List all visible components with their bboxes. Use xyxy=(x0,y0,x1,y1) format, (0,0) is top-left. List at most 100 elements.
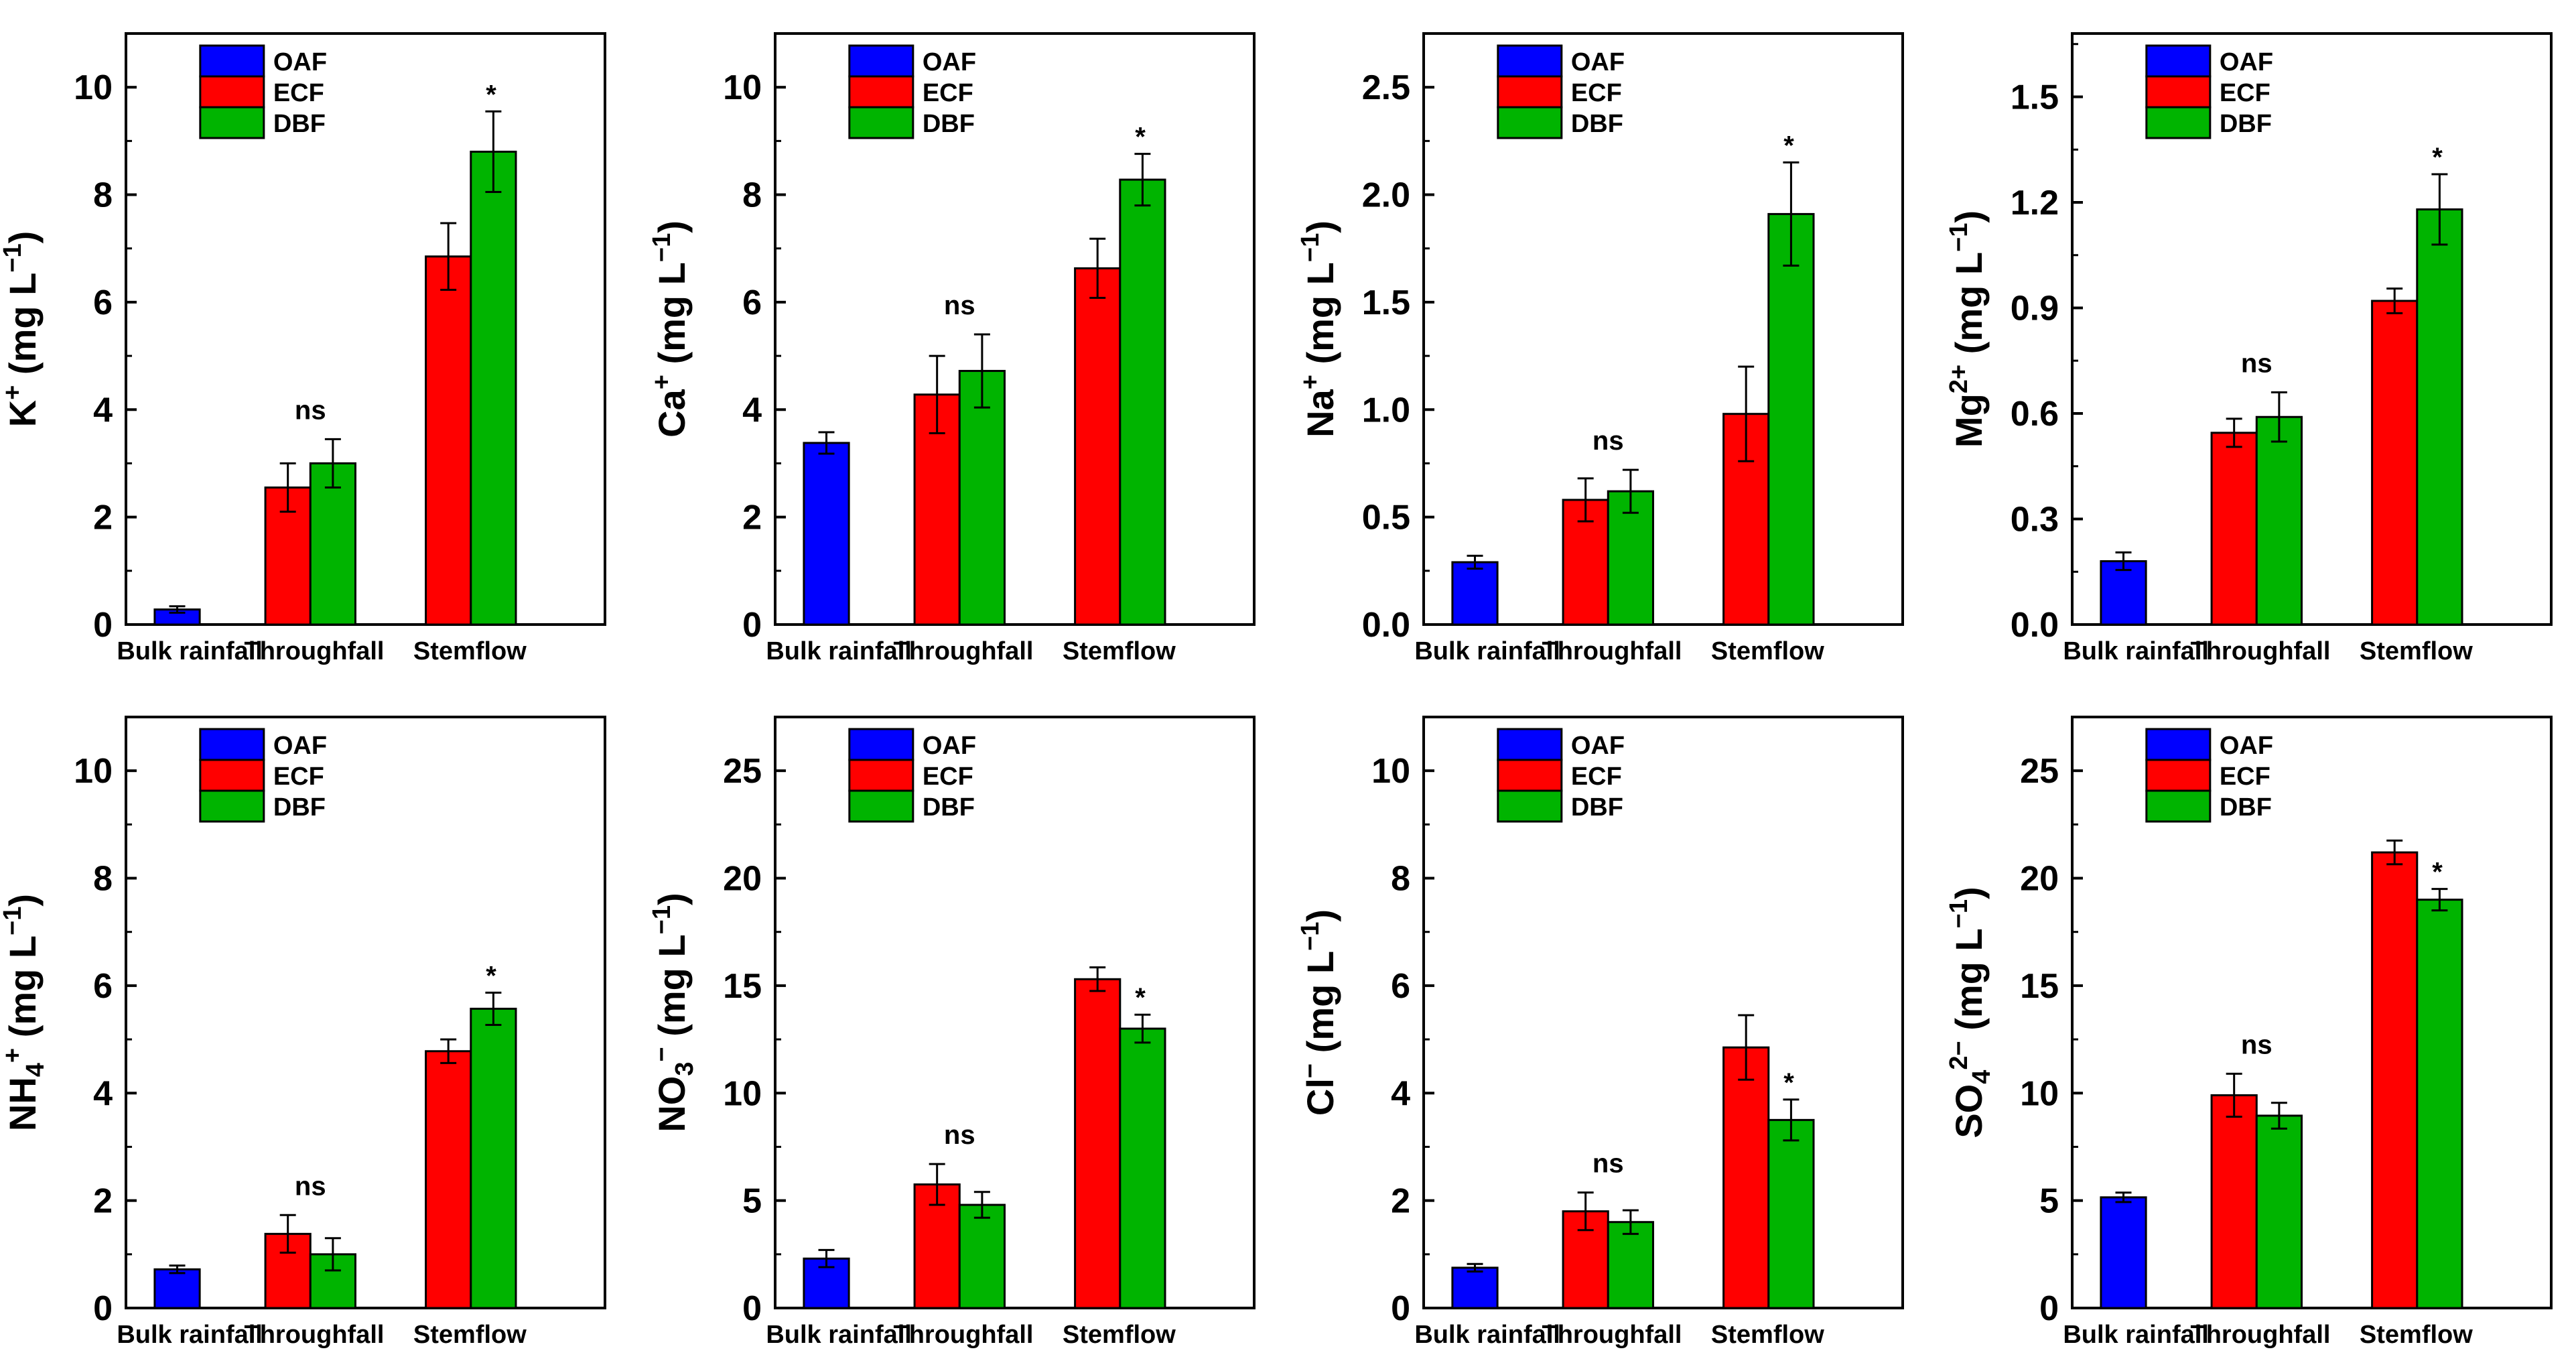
plot-frame xyxy=(1422,716,1904,1309)
y-label-charge: 2+ xyxy=(1945,365,1973,393)
significance-ns: ns xyxy=(295,1171,326,1201)
bar-oaf-0 xyxy=(2100,1196,2147,1309)
bar-ecf-1 xyxy=(2210,432,2258,626)
legend-swatch-ecf xyxy=(2145,75,2212,109)
plot-frame xyxy=(1422,32,1904,626)
y-axis-label: NO3− (mg L−1) xyxy=(648,893,699,1132)
category-label: Bulk rainfall xyxy=(117,1321,263,1349)
y-label-close: ) xyxy=(651,220,693,233)
plot-frame xyxy=(2071,716,2553,1309)
bar-dbf-1 xyxy=(958,370,1006,626)
chart-panel-cl: 0 2 4 6 8 10 Cl− (mg L−1) Bulk rainfall ns Throug… xyxy=(1296,716,1904,1349)
bar-dbf-1 xyxy=(958,1203,1006,1309)
y-tick-label: 10 xyxy=(2020,1074,2059,1113)
legend-label-dbf: DBF xyxy=(1571,793,1623,822)
legend-swatch-oaf xyxy=(848,728,914,761)
legend-label-ecf: ECF xyxy=(1571,79,1622,107)
category-label: Bulk rainfall xyxy=(2063,637,2209,665)
bar-oaf-0 xyxy=(1451,561,1499,626)
category-label: Bulk rainfall xyxy=(1414,637,1560,665)
y-label-close: ) xyxy=(651,893,693,905)
y-tick-label: 2 xyxy=(93,1182,113,1221)
y-tick-label: 1.0 xyxy=(1362,391,1410,430)
bar-dbf-2 xyxy=(470,150,517,626)
y-label-close: ) xyxy=(1,894,44,907)
legend-label-dbf: DBF xyxy=(1571,110,1623,138)
significance-ns: ns xyxy=(2241,349,2273,379)
y-tick-label: 0.0 xyxy=(2011,606,2059,645)
category-label: Bulk rainfall xyxy=(766,1321,912,1349)
y-tick-label: 0.5 xyxy=(1362,499,1410,537)
y-label-unit-exponent: −1 xyxy=(0,243,27,272)
legend-label-dbf: DBF xyxy=(923,110,975,138)
legend-swatch-oaf xyxy=(1497,44,1563,78)
legend-swatch-oaf xyxy=(848,44,914,78)
chart-panel-mg: 0.0 0.3 0.6 0.9 1.2 1.5 Mg2+ (mg L−1) Bulk rain… xyxy=(1945,32,2553,665)
legend-label-dbf: DBF xyxy=(923,793,975,822)
bar-dbf-1 xyxy=(309,1253,356,1309)
y-label-subscript: 3 xyxy=(671,1062,699,1076)
y-tick-label: 0 xyxy=(742,606,762,645)
y-label-unit-exponent: −1 xyxy=(1945,899,1973,928)
chart-panel-so4: 0 5 10 15 20 25 SO42− (mg L−1) Bulk rainfall ns T… xyxy=(1945,716,2553,1349)
significance-ns: ns xyxy=(1592,1149,1624,1179)
y-tick-label: 0 xyxy=(1391,1289,1410,1328)
category-label: Throughfall xyxy=(894,637,1034,665)
y-tick-label: 4 xyxy=(1391,1074,1410,1113)
category-label: Throughfall xyxy=(2191,637,2331,665)
y-tick-label: 6 xyxy=(93,283,113,322)
legend-label-oaf: OAF xyxy=(273,48,327,76)
bar-ecf-2 xyxy=(1074,978,1122,1309)
category-label: Stemflow xyxy=(1063,1321,1176,1349)
y-label-ion: NH xyxy=(1,1077,44,1131)
category-label: Bulk rainfall xyxy=(766,637,912,665)
legend-swatch-oaf xyxy=(1497,728,1563,761)
bar-ecf-2 xyxy=(425,1050,472,1309)
legend-swatch-ecf xyxy=(1497,75,1563,109)
y-tick-label: 0.0 xyxy=(1362,606,1410,645)
legend-label-oaf: OAF xyxy=(923,732,976,760)
y-label-subscript: 4 xyxy=(21,1063,50,1077)
legend-label-oaf: OAF xyxy=(1571,732,1625,760)
category-label: Stemflow xyxy=(1711,1321,1824,1349)
legend-label-oaf: OAF xyxy=(273,732,327,760)
y-tick-label: 4 xyxy=(93,1074,113,1113)
category-label: Throughfall xyxy=(1542,637,1682,665)
y-label-unit-exponent: −1 xyxy=(648,905,676,934)
category-label: Stemflow xyxy=(1063,637,1176,665)
y-tick-label: 0.6 xyxy=(2011,395,2059,434)
y-tick-label: 0.9 xyxy=(2011,289,2059,328)
y-tick-label: 10 xyxy=(723,68,762,107)
category-label: Throughfall xyxy=(894,1321,1034,1349)
legend-swatch-ecf xyxy=(1497,759,1563,792)
legend-label-oaf: OAF xyxy=(2220,48,2273,76)
y-tick-label: 4 xyxy=(93,391,113,430)
y-label-charge: + xyxy=(0,385,27,400)
bar-dbf-2 xyxy=(1767,212,1815,626)
legend-swatch-dbf xyxy=(848,789,914,823)
chart-panel-k: 0 2 4 6 8 10 K+ (mg L−1) Bulk rainfall ns Through… xyxy=(0,32,606,665)
significance-ns: ns xyxy=(1592,426,1624,456)
y-tick-label: 6 xyxy=(93,967,113,1006)
bar-oaf-0 xyxy=(1451,1266,1499,1309)
y-tick-label: 2.0 xyxy=(1362,176,1410,215)
significance-ns: ns xyxy=(295,395,326,425)
legend-swatch-ecf xyxy=(199,759,265,792)
chart-panel-no3: 0 5 10 15 20 25 NO3− (mg L−1) Bulk rainfall ns Th… xyxy=(648,716,1256,1349)
y-tick-label: 15 xyxy=(723,967,762,1006)
y-tick-label: 1.5 xyxy=(1362,283,1410,322)
bar-oaf-0 xyxy=(803,442,850,626)
y-tick-label: 8 xyxy=(742,176,762,215)
plot-frame xyxy=(125,716,606,1309)
bar-dbf-2 xyxy=(2416,208,2463,626)
y-label-ion: Mg xyxy=(1948,393,1990,448)
legend-swatch-dbf xyxy=(2145,789,2212,823)
y-tick-label: 2 xyxy=(1391,1182,1410,1221)
legend-label-ecf: ECF xyxy=(273,79,324,107)
category-label: Throughfall xyxy=(1542,1321,1682,1349)
significance-star: * xyxy=(2432,858,2443,887)
bar-dbf-1 xyxy=(2255,415,2303,626)
chart-panel-na: 0.0 0.5 1.0 1.5 2.0 2.5 Na+ (mg L−1) Bulk rainf… xyxy=(1296,32,1904,665)
